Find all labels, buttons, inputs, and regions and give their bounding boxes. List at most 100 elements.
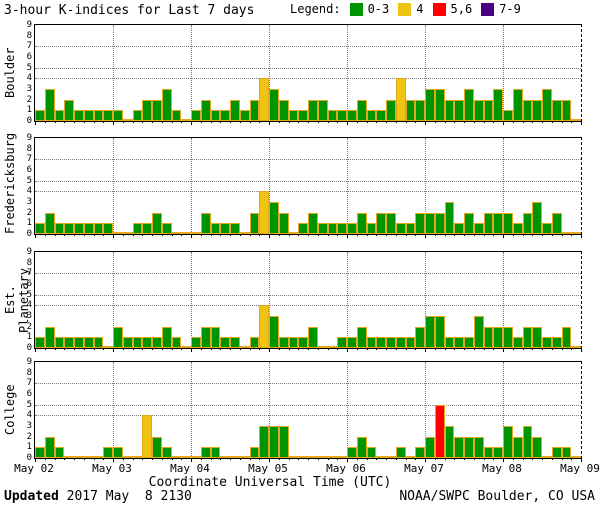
k-index-bar (113, 232, 123, 234)
k-index-bar (444, 100, 455, 121)
k-index-bar (483, 213, 494, 234)
slot-tick (542, 121, 543, 123)
legend-item: 4 (398, 2, 424, 16)
k-index-bar (395, 223, 406, 234)
slot-tick (278, 234, 280, 236)
slot-tick (122, 121, 124, 123)
k-index-bar (54, 223, 65, 234)
slot-tick (161, 458, 163, 460)
k-index-bar (152, 213, 162, 234)
day-gridline (191, 252, 192, 348)
k-index-bar (386, 100, 396, 121)
k-index-bar (425, 437, 435, 458)
k-index-bar (122, 337, 133, 348)
slot-tick (532, 348, 534, 350)
day-tick (113, 234, 114, 238)
slot-tick (512, 234, 514, 236)
k-index-bar (220, 223, 230, 234)
k-index-bar (74, 110, 84, 121)
k-index-bar (83, 456, 94, 458)
slot-tick (152, 458, 153, 460)
slot-tick (337, 234, 339, 236)
slot-tick (551, 348, 553, 350)
x-tick-label: May 08 (482, 462, 522, 475)
k-index-bar (542, 337, 552, 348)
k-index-bar (239, 346, 250, 348)
y-tick-label: 0 (26, 453, 32, 463)
k-index-bar (454, 100, 464, 121)
slot-tick (181, 348, 183, 350)
k-index-bar (512, 437, 523, 458)
slot-tick (337, 348, 339, 350)
station-label: College (3, 384, 17, 436)
day-gridline (503, 362, 504, 458)
slot-tick (434, 121, 436, 123)
k-index-bar (542, 223, 552, 234)
slot-tick (103, 121, 105, 123)
k-index-bar (503, 327, 513, 348)
slot-tick (405, 234, 407, 236)
slot-tick (142, 348, 144, 350)
k-index-bar (522, 100, 533, 121)
k-index-bar (366, 110, 377, 121)
k-index-bar (298, 337, 308, 348)
y-tick-label: 4 (26, 186, 32, 197)
slot-tick (473, 121, 475, 123)
k-index-bar (532, 327, 542, 348)
k-index-bar (503, 213, 513, 234)
y-tick-label: 1 (26, 442, 32, 453)
k-index-bar (161, 327, 172, 348)
y-tick-label: 3 (26, 84, 32, 94)
threshold-gridline-k7 (35, 46, 581, 48)
k-index-bar (454, 223, 464, 234)
slot-tick (337, 458, 339, 460)
legend-swatch-7-9 (481, 2, 495, 16)
k-index-bar (142, 100, 152, 121)
threshold-gridline-k5 (35, 404, 581, 406)
slot-tick (493, 234, 495, 236)
day-tick (347, 234, 348, 238)
slot-tick (64, 234, 66, 236)
y-tick-label: 5 (26, 175, 32, 186)
y-tick-label: 9 (26, 247, 32, 257)
k-index-bar (122, 232, 133, 234)
panel-boulder: 0 1 2 3 4 5 6 7 8 9 Boulder (3, 21, 582, 126)
k-index-bar (181, 456, 191, 458)
slot-tick (522, 348, 524, 350)
k-index-bar (83, 110, 94, 121)
slot-tick (181, 121, 183, 123)
panel-college: 0 1 2 3 4 5 6 7 8 9 College (3, 358, 582, 463)
y-tick-label: 2 (26, 94, 32, 105)
k-index-bar (512, 89, 523, 121)
k-index-bar (152, 337, 162, 348)
y-tick-label: 4 (26, 73, 32, 84)
k-index-bar (464, 337, 474, 348)
k-index-bar (113, 110, 123, 121)
slot-tick (200, 121, 202, 123)
k-index-bar (83, 223, 94, 234)
slot-tick (551, 234, 553, 236)
day-tick (425, 348, 426, 352)
slot-tick (288, 234, 290, 236)
k-index-bar (522, 213, 533, 234)
slot-tick (434, 458, 436, 460)
day-tick (35, 458, 36, 462)
slot-tick (230, 234, 231, 236)
k-index-bar (44, 437, 55, 458)
k-index-bar (522, 327, 533, 348)
k-index-bar (454, 437, 464, 458)
day-gridline (347, 25, 348, 121)
k-index-bar (473, 100, 484, 121)
slot-tick (298, 121, 300, 123)
slot-tick (132, 234, 134, 236)
legend-item-label: 5,6 (450, 2, 473, 16)
updated-label: Updated (4, 489, 59, 504)
legend: Legend: 0-3 4 5,6 7-9 (290, 2, 521, 16)
day-tick (113, 458, 114, 462)
k-index-bar (337, 110, 347, 121)
slot-tick (278, 458, 280, 460)
panel-fredericksburg: 0 1 2 3 4 5 6 7 8 9 Fredericksburg (3, 133, 582, 239)
slot-tick (337, 121, 339, 123)
k-index-bar (64, 456, 74, 458)
day-tick (269, 348, 270, 352)
